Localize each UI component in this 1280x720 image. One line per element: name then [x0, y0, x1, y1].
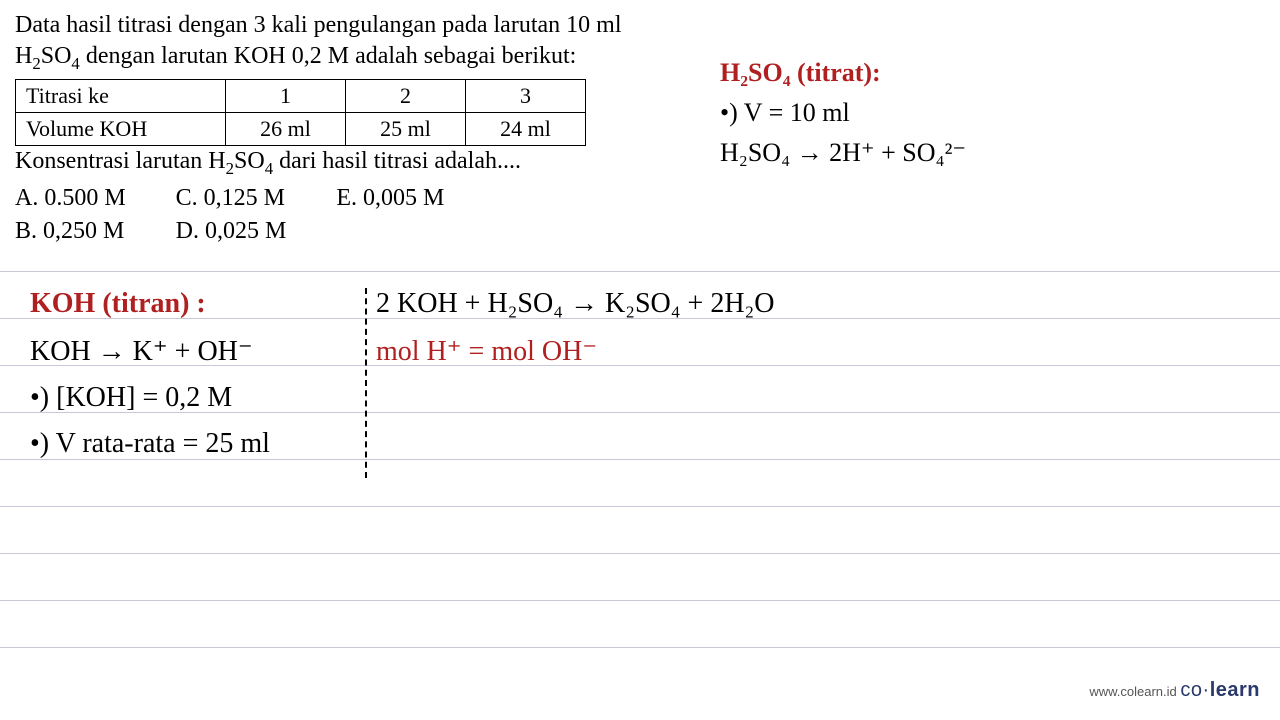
mole-equality: mol H⁺ = mol OH⁻: [376, 334, 775, 368]
titran-avg-volume: •) V rata-rata = 25 ml: [30, 428, 270, 460]
option-a: A. 0.500 M: [15, 185, 126, 212]
table-row: Volume KOH 26 ml 25 ml 24 ml: [16, 112, 586, 145]
reaction-equation: 2 KOH + H₂SO₄ → K₂SO₄ + 2H₂O: [376, 288, 775, 320]
option-c: C. 0,125 M: [176, 185, 287, 212]
problem-line-1: Data hasil titrasi dengan 3 kali pengula…: [15, 10, 675, 41]
footer-url: www.colearn.id: [1089, 684, 1176, 699]
option-d: D. 0,025 M: [176, 218, 287, 245]
question-text: Konsentrasi larutan H2SO4 dari hasil tit…: [15, 148, 675, 179]
titran-dissociation: KOH → K⁺ + OH⁻: [30, 334, 270, 368]
vertical-divider: [365, 288, 367, 478]
footer: www.colearn.id co·learn: [1089, 679, 1260, 702]
handwritten-reaction-section: 2 KOH + H₂SO₄ → K₂SO₄ + 2H₂O mol H⁺ = mo…: [376, 288, 775, 368]
titrat-volume: •) V = 10 ml: [720, 98, 966, 128]
answer-options: A. 0.500 M B. 0,250 M C. 0,125 M D. 0,02…: [15, 185, 675, 245]
titran-title: KOH (titran) :: [30, 288, 270, 320]
option-e: E. 0,005 M: [336, 185, 444, 212]
problem-line-2: H2SO4 dengan larutan KOH 0,2 M adalah se…: [15, 41, 675, 75]
titrat-title: H₂SO₄ (titrat):: [720, 58, 966, 88]
titrat-equation: H₂SO₄ → 2H⁺ + SO₄²⁻: [720, 138, 966, 168]
problem-statement: Data hasil titrasi dengan 3 kali pengula…: [15, 10, 675, 245]
titration-table: Titrasi ke 1 2 3 Volume KOH 26 ml 25 ml …: [15, 79, 586, 146]
table-row: Titrasi ke 1 2 3: [16, 79, 586, 112]
handwritten-titran-section: KOH (titran) : KOH → K⁺ + OH⁻ •) [KOH] =…: [30, 288, 270, 460]
brand-logo: co·learn: [1180, 679, 1260, 701]
titran-concentration: •) [KOH] = 0,2 M: [30, 382, 270, 414]
option-b: B. 0,250 M: [15, 218, 126, 245]
handwritten-titrat-section: H₂SO₄ (titrat): •) V = 10 ml H₂SO₄ → 2H⁺…: [720, 58, 966, 168]
